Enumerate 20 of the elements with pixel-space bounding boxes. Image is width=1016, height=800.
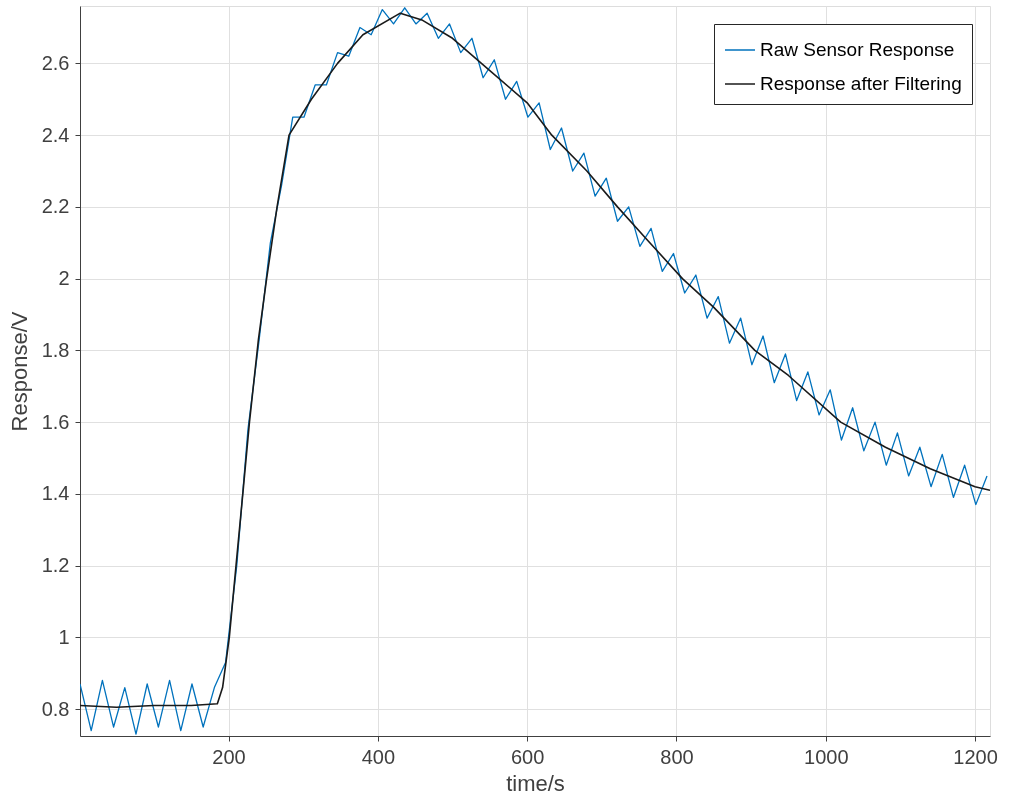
x-tick-label: 400 xyxy=(361,745,396,768)
x-axis-title: time/s xyxy=(506,770,565,796)
legend-label: Response after Filtering xyxy=(760,73,962,94)
y-tick-label: 1.4 xyxy=(41,482,70,505)
x-tick-label: 1200 xyxy=(953,745,998,768)
y-tick-label: 0.8 xyxy=(41,697,70,720)
y-tick-label: 2 xyxy=(58,267,70,290)
legend-label: Raw Sensor Response xyxy=(760,39,955,60)
x-tick-label: 600 xyxy=(510,745,545,768)
y-axis-title: Response/V xyxy=(6,311,32,432)
x-tick-label: 200 xyxy=(212,745,246,768)
y-tick-label: 1.8 xyxy=(41,338,70,361)
y-tick-label: 2.6 xyxy=(41,51,70,74)
x-tick-label: 1000 xyxy=(804,745,849,768)
y-tick-label: 1 xyxy=(58,625,70,648)
y-tick-label: 2.4 xyxy=(41,123,70,146)
y-tick-label: 1.6 xyxy=(41,410,70,433)
x-tick-label: 800 xyxy=(660,745,694,768)
y-tick-label: 1.2 xyxy=(41,554,70,577)
y-tick-label: 2.2 xyxy=(41,195,70,218)
